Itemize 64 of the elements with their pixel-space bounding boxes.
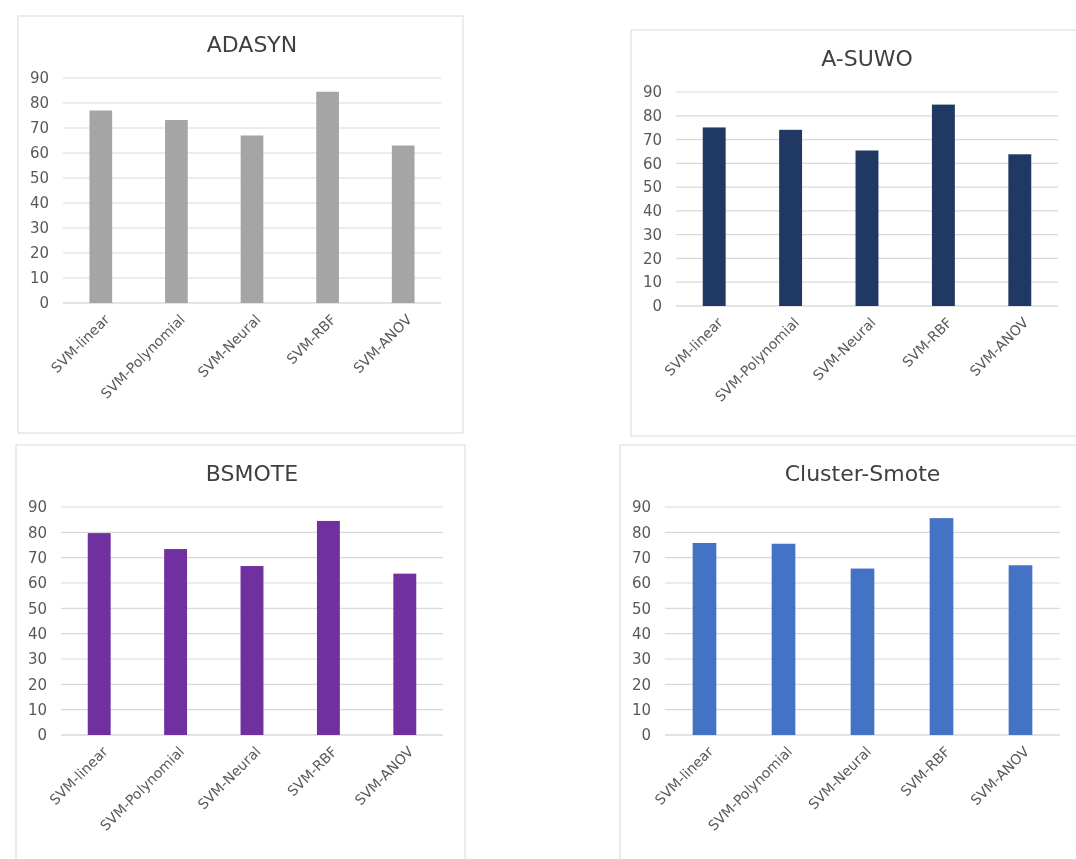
y-tick-label: 10	[27, 700, 47, 719]
bar	[316, 91, 339, 303]
bar	[692, 542, 717, 735]
y-tick-label: 90	[631, 498, 651, 517]
bar	[240, 135, 264, 303]
chart-title: A-SUWO	[821, 46, 913, 71]
y-tick-label: 50	[642, 178, 662, 197]
y-tick-label: 70	[631, 548, 651, 567]
bar	[702, 127, 726, 306]
y-tick-label: 20	[642, 249, 662, 268]
y-tick-label: 40	[27, 624, 47, 643]
y-tick-label: 10	[642, 273, 662, 292]
y-tick-label: 60	[29, 144, 49, 163]
y-tick-label: 60	[27, 574, 47, 593]
y-tick-label: 60	[631, 574, 651, 593]
y-tick-label: 0	[652, 297, 662, 316]
chart-title: BSMOTE	[205, 461, 299, 486]
y-tick-label: 40	[631, 624, 651, 643]
y-tick-label: 10	[29, 269, 49, 288]
y-tick-label: 40	[642, 202, 662, 221]
bar	[89, 110, 113, 303]
y-tick-label: 0	[37, 726, 47, 745]
y-tick-label: 30	[29, 219, 49, 238]
bar	[391, 145, 415, 303]
bar	[393, 573, 417, 735]
y-tick-label: 80	[27, 523, 47, 542]
chart-title: ADASYN	[206, 32, 298, 57]
bar	[929, 518, 954, 735]
y-tick-label: 20	[631, 675, 651, 694]
y-tick-label: 20	[27, 675, 47, 694]
bar	[165, 120, 188, 303]
bar	[1008, 565, 1033, 735]
y-tick-label: 0	[39, 294, 49, 313]
y-tick-label: 80	[631, 523, 651, 542]
y-tick-label: 20	[29, 244, 49, 263]
y-tick-label: 50	[27, 599, 47, 618]
y-tick-label: 90	[642, 83, 662, 102]
bar	[1008, 154, 1032, 306]
y-tick-label: 0	[641, 726, 651, 745]
bar	[316, 520, 340, 735]
bar	[779, 129, 803, 306]
bar	[931, 104, 955, 306]
y-tick-label: 80	[29, 94, 49, 113]
y-tick-label: 70	[642, 130, 662, 149]
y-tick-label: 50	[29, 169, 49, 188]
y-tick-label: 30	[27, 650, 47, 669]
y-tick-label: 40	[29, 194, 49, 213]
bar	[164, 549, 188, 735]
bar	[850, 568, 875, 735]
y-tick-label: 70	[27, 548, 47, 567]
y-tick-label: 80	[642, 107, 662, 126]
y-tick-label: 30	[631, 650, 651, 669]
y-tick-label: 70	[29, 119, 49, 138]
y-tick-label: 50	[631, 599, 651, 618]
bar	[87, 533, 111, 735]
chart-title: Cluster-Smote	[784, 461, 941, 486]
bar	[771, 543, 796, 735]
y-tick-label: 90	[29, 69, 49, 88]
y-tick-label: 30	[642, 225, 662, 244]
y-tick-label: 60	[642, 154, 662, 173]
y-tick-label: 90	[27, 498, 47, 517]
bar	[240, 566, 264, 735]
y-tick-label: 10	[631, 700, 651, 719]
bar	[855, 150, 879, 306]
